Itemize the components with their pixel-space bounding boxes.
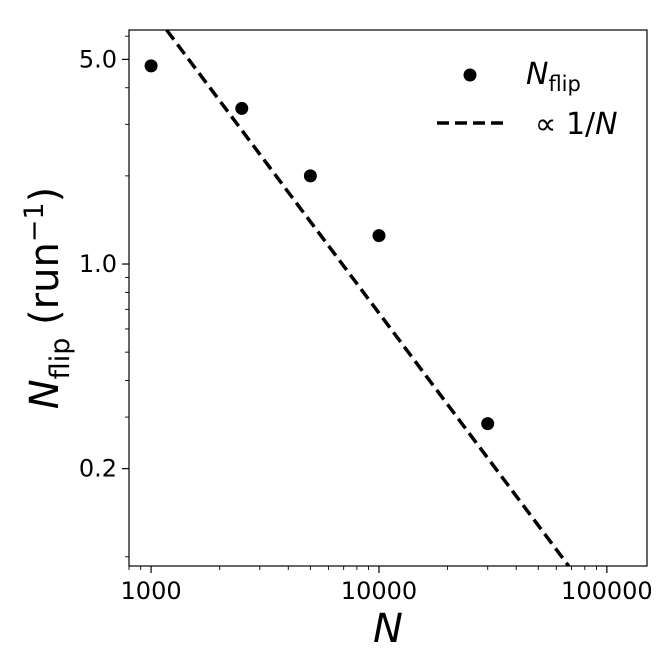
data-point — [144, 59, 158, 73]
x-tick-label: 1000 — [121, 577, 182, 605]
x-axis-label: N — [373, 606, 403, 652]
plot-content — [144, 28, 571, 568]
data-point — [372, 229, 386, 243]
legend-label-line: ∝ 1/N — [535, 107, 618, 142]
legend-marker-scatter — [463, 68, 477, 82]
y-tick-label: 5.0 — [79, 45, 117, 73]
plot-area — [128, 29, 648, 567]
y-axis-label: Nflip (run−1) — [19, 187, 76, 409]
x-ticks: 1000 10000 100000 — [121, 566, 653, 605]
x-tick-label: 10000 — [341, 577, 417, 605]
y-tick-label: 0.2 — [79, 455, 117, 483]
fit-line — [165, 28, 571, 568]
y-tick-label: 1.0 — [79, 250, 117, 278]
data-point — [235, 101, 249, 115]
data-point — [481, 417, 495, 431]
data-point — [303, 169, 317, 183]
legend-label-scatter: Nflip — [526, 57, 581, 96]
x-tick-label: 100000 — [561, 577, 653, 605]
y-ticks: 0.2 1.0 5.0 — [79, 35, 129, 558]
legend: Nflip ∝ 1/N — [437, 57, 618, 142]
